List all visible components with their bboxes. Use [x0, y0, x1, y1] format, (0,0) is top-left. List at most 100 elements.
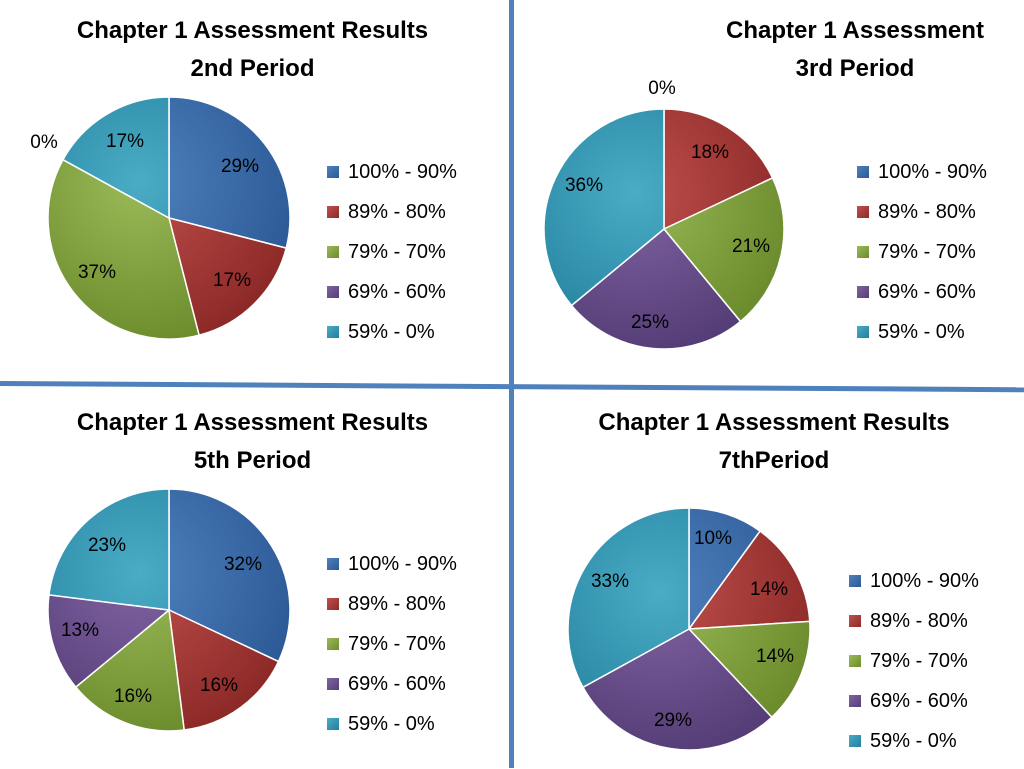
chart-subtitle-line: 7thPeriod [718, 447, 830, 474]
legend-item: 79% - 70% [857, 232, 987, 272]
slice-data-label: 23% [88, 535, 126, 556]
legend-item: 89% - 80% [327, 584, 457, 624]
legend-swatch [849, 575, 861, 587]
legend-label: 59% - 0% [348, 320, 435, 343]
pie-slice [543, 108, 665, 307]
chart-title-line: Chapter 1 Assessment Results [76, 409, 429, 436]
legend-swatch [327, 286, 339, 298]
slice-data-label: 13% [61, 620, 99, 641]
legend-label: 69% - 60% [878, 280, 976, 303]
legend-swatch [849, 735, 861, 747]
pie-plot: 29% 17% 37% 0% 17% [30, 96, 291, 340]
pie-slice [688, 507, 762, 632]
legend-item: 59% - 0% [327, 312, 457, 352]
chart-title-line: Chapter 1 Assessment [726, 17, 984, 44]
legend-label: 69% - 60% [348, 280, 446, 303]
legend-item: 59% - 0% [327, 704, 457, 744]
legend-swatch [327, 598, 339, 610]
chart-subtitle-line: 5th Period [193, 447, 312, 474]
pie-slice [168, 608, 280, 731]
legend-item: 79% - 70% [327, 232, 457, 272]
legend-swatch [857, 286, 869, 298]
slice-data-label: 21% [732, 236, 770, 257]
pie-chart-7th-period: Chapter 1 Assessment Results 7thPeriod 1… [514, 386, 1024, 769]
slice-data-label: 10% [694, 528, 732, 549]
legend-label: 79% - 70% [870, 649, 968, 672]
pie-slice [61, 96, 170, 220]
pie-slice [663, 108, 774, 231]
legend-swatch [857, 246, 869, 258]
legend-label: 100% - 90% [870, 569, 979, 592]
legend-item: 100% - 90% [849, 561, 979, 601]
legend-label: 59% - 0% [878, 320, 965, 343]
pie-slice [168, 488, 291, 663]
chart-title: Chapter 1 Assessment Results 7thPeriod [554, 404, 994, 480]
pie-slice [581, 628, 773, 751]
slice-data-label: 32% [224, 554, 262, 575]
chart-subtitle-line: 3rd Period [795, 55, 915, 82]
chart-subtitle-line: 2nd Period [190, 55, 315, 82]
legend-swatch [857, 166, 869, 178]
legend-item: 89% - 80% [327, 192, 457, 232]
pie-slice [687, 530, 811, 630]
chart-title: Chapter 1 Assessment 3rd Period [705, 12, 1005, 88]
legend-item: 89% - 80% [857, 192, 987, 232]
legend-item: 69% - 60% [327, 272, 457, 312]
slice-data-label: 16% [114, 686, 152, 707]
chart-title: Chapter 1 Assessment Results 2nd Period [0, 12, 505, 88]
slice-data-label: 14% [756, 646, 794, 667]
legend: 100% - 90% 89% - 80% 79% - 70% 69% - 60% 59%… [327, 152, 457, 352]
legend-item: 69% - 60% [857, 272, 987, 312]
pie-plot: 32% 16% 16% 13% 23% [47, 488, 291, 732]
legend-label: 79% - 70% [348, 632, 446, 655]
slice-data-label: 17% [106, 131, 144, 152]
slice-data-label: 33% [591, 571, 629, 592]
legend-label: 100% - 90% [348, 160, 457, 183]
slice-data-label: 17% [213, 270, 251, 291]
legend-item: 69% - 60% [849, 681, 979, 721]
legend: 100% - 90% 89% - 80% 79% - 70% 69% - 60% 59%… [857, 152, 987, 352]
legend-item: 69% - 60% [327, 664, 457, 704]
slice-data-label: 14% [750, 579, 788, 600]
pie-slice [567, 507, 690, 689]
legend-swatch [857, 206, 869, 218]
legend-item: 100% - 90% [327, 152, 457, 192]
legend-swatch [327, 558, 339, 570]
legend-label: 59% - 0% [348, 712, 435, 735]
pie-slice [167, 216, 288, 337]
chart-title-line: Chapter 1 Assessment Results [598, 409, 950, 436]
legend-swatch [849, 615, 861, 627]
legend-item: 89% - 80% [849, 601, 979, 641]
chart-title-line: Chapter 1 Assessment Results [76, 17, 429, 44]
slice-data-label: 37% [78, 262, 116, 283]
slice-data-label: 0% [648, 78, 676, 99]
legend-swatch [327, 206, 339, 218]
pie-slice [48, 488, 170, 611]
legend-swatch [327, 166, 339, 178]
slice-data-label: 36% [565, 175, 603, 196]
legend-label: 89% - 80% [870, 609, 968, 632]
slice-data-label: 0% [30, 132, 58, 153]
slice-data-label: 18% [691, 142, 729, 163]
legend-label: 59% - 0% [870, 729, 957, 752]
slice-data-label: 29% [221, 156, 259, 177]
legend-swatch [849, 695, 861, 707]
legend-item: 79% - 70% [327, 624, 457, 664]
pie-slice [74, 608, 186, 732]
legend-label: 79% - 70% [348, 240, 446, 263]
legend-swatch [857, 326, 869, 338]
legend-swatch [327, 718, 339, 730]
legend-item: 79% - 70% [849, 641, 979, 681]
legend-label: 69% - 60% [870, 689, 968, 712]
legend-item: 59% - 0% [857, 312, 987, 352]
legend: 100% - 90% 89% - 80% 79% - 70% 69% - 60% 59%… [849, 561, 979, 761]
pie-slice [570, 227, 742, 350]
legend-label: 69% - 60% [348, 672, 446, 695]
pie-slice [47, 593, 171, 689]
legend-swatch [327, 326, 339, 338]
pie-chart-5th-period: Chapter 1 Assessment Results 5th Period … [0, 386, 510, 769]
legend-swatch [327, 638, 339, 650]
legend-label: 89% - 80% [348, 592, 446, 615]
slice-data-label: 29% [654, 710, 692, 731]
legend-swatch [327, 678, 339, 690]
